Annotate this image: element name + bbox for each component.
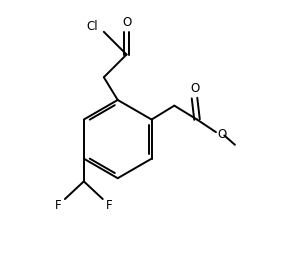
Text: F: F xyxy=(55,199,62,212)
Text: O: O xyxy=(217,128,226,141)
Text: O: O xyxy=(191,82,200,95)
Text: F: F xyxy=(106,199,112,212)
Text: Cl: Cl xyxy=(86,20,97,33)
Text: O: O xyxy=(122,16,131,29)
